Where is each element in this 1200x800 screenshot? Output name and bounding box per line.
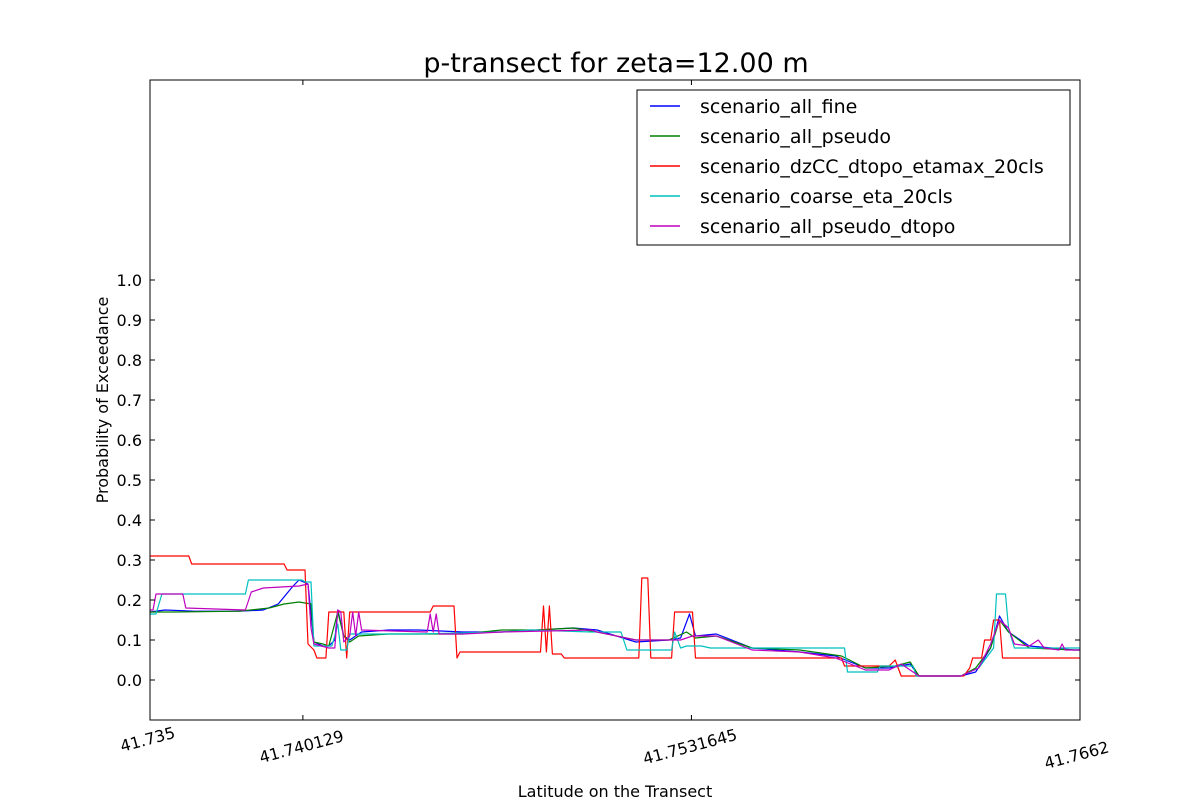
legend: scenario_all_fine scenario_all_pseudoscen… xyxy=(636,89,1071,246)
y-tick-label: 0.7 xyxy=(117,391,142,410)
series-line-3 xyxy=(150,555,1080,677)
series-line-5 xyxy=(150,583,1080,677)
y-tick-label: 0.8 xyxy=(117,351,142,370)
y-tick-label: 0.0 xyxy=(117,671,142,690)
y-tick-label: 0.4 xyxy=(117,511,142,530)
y-axis-label: Probability of Exceedance xyxy=(93,297,112,504)
legend-label: scenario_all_pseudo xyxy=(700,126,891,148)
x-axis-label: Latitude on the Transect xyxy=(518,782,713,800)
y-tick-label: 1.0 xyxy=(117,271,142,290)
y-tick-label: 0.6 xyxy=(117,431,142,450)
y-tick-label: 0.9 xyxy=(117,311,142,330)
y-axis: 0.0 0.1 0.2 0.3 0.4 0.5 0.6 0.7 0.8 0.9 1.0 xyxy=(117,271,1080,690)
y-tick-label: 0.1 xyxy=(117,631,142,650)
legend-label: scenario_all_pseudo_dtopo xyxy=(700,216,955,238)
chart-title: p-transect for zeta=12.00 m xyxy=(423,48,808,79)
legend-label: scenario_coarse_eta_20cls xyxy=(700,186,953,208)
y-tick-label: 0.5 xyxy=(117,471,142,490)
y-tick-label: 0.3 xyxy=(117,551,142,570)
legend-label: scenario_dzCC_dtopo_etamax_20cls xyxy=(700,156,1044,178)
legend-frame xyxy=(636,89,1071,246)
series-layer xyxy=(149,555,1080,677)
legend-label: scenario_all_fine xyxy=(700,96,857,118)
y-tick-label: 0.2 xyxy=(117,591,142,610)
